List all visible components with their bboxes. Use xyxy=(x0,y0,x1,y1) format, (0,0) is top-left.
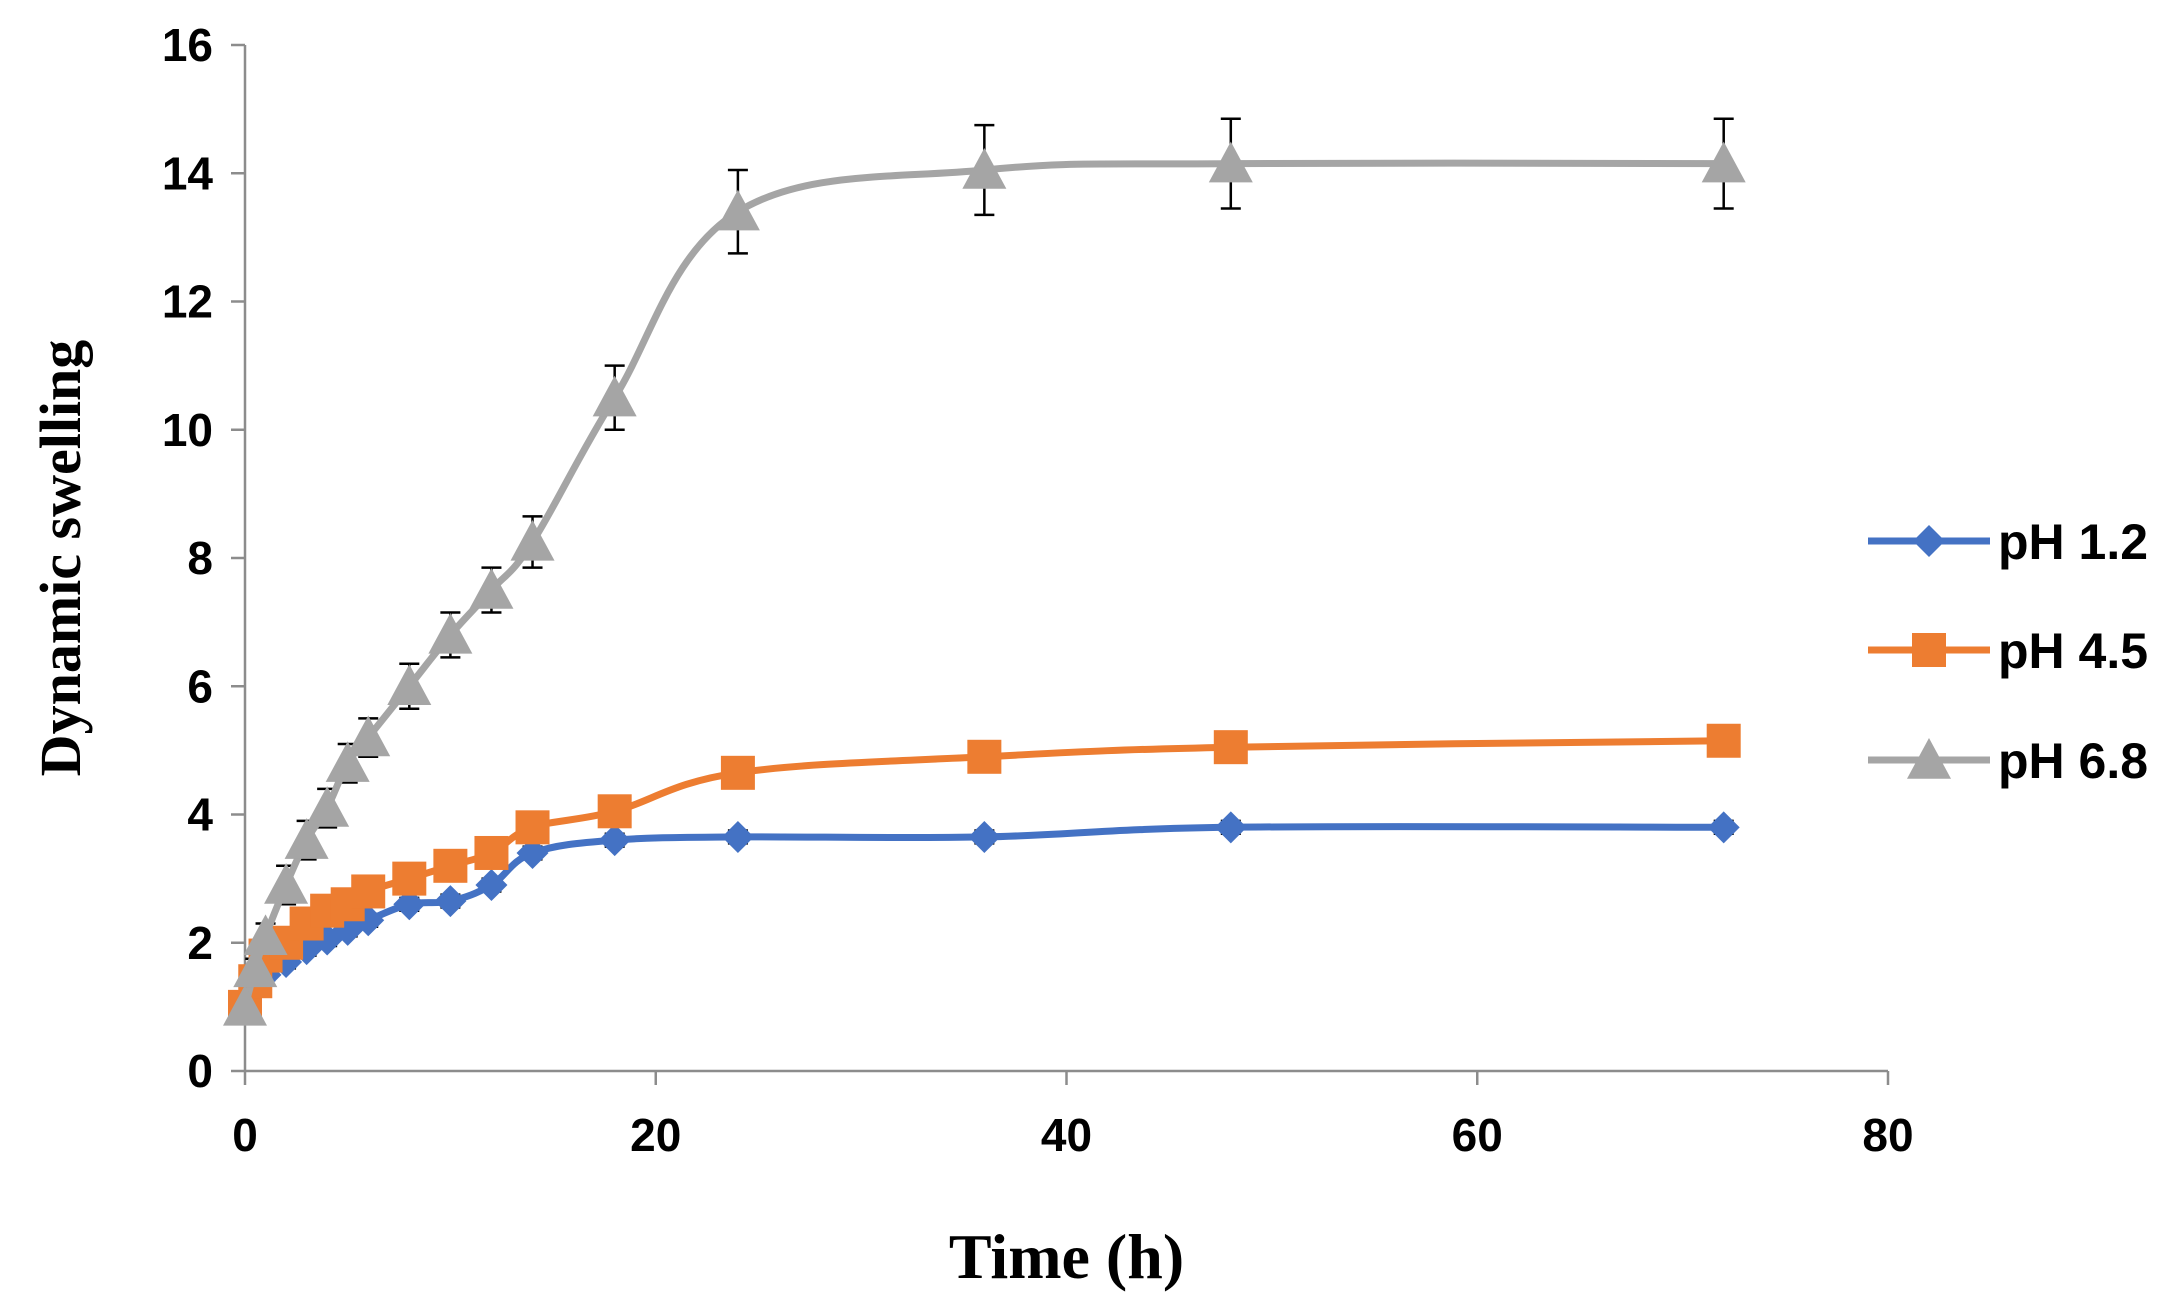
legend-item-ph-6-8: pH 6.8 xyxy=(1868,733,2148,789)
data-point-ph-4-5 xyxy=(1213,730,1248,765)
data-point-ph-6-8 xyxy=(469,568,514,609)
data-point-ph-6-8 xyxy=(428,612,473,654)
y-tick-label: 14 xyxy=(162,147,214,199)
data-point-ph-1-2 xyxy=(475,869,508,902)
data-point-ph-6-8 xyxy=(1208,141,1253,183)
x-tick-label: 60 xyxy=(1452,1109,1503,1161)
data-point-ph-4-5 xyxy=(720,755,755,790)
data-point-ph-1-2 xyxy=(393,888,426,921)
x-tick-label: 40 xyxy=(1041,1109,1092,1161)
data-point-ph-1-2 xyxy=(1214,811,1247,844)
data-point-ph-4-5 xyxy=(351,874,386,909)
data-point-ph-6-8 xyxy=(510,519,555,561)
y-tick-label: 0 xyxy=(187,1045,213,1097)
data-point-ph-6-8 xyxy=(962,148,1007,189)
legend-swatch-marker xyxy=(1912,633,1946,667)
data-point-ph-4-5 xyxy=(474,835,509,870)
legend-swatch-marker xyxy=(1913,525,1945,557)
y-tick-label: 8 xyxy=(187,532,213,584)
data-point-ph-6-8 xyxy=(243,914,288,956)
data-point-ph-6-8 xyxy=(223,984,267,1026)
legend-label: pH 6.8 xyxy=(1998,733,2148,789)
data-point-ph-4-5 xyxy=(597,794,632,829)
data-point-ph-1-2 xyxy=(598,824,631,857)
x-axis-title: Time (h) xyxy=(949,1221,1184,1292)
data-point-ph-6-8 xyxy=(233,946,278,988)
data-point-ph-6-8 xyxy=(1701,141,1746,183)
data-point-ph-1-2 xyxy=(721,820,754,853)
y-tick-label: 10 xyxy=(162,404,213,456)
data-point-ph-1-2 xyxy=(968,820,1001,853)
y-tick-label: 4 xyxy=(187,789,213,841)
data-point-ph-4-5 xyxy=(433,848,468,883)
x-tick-label: 20 xyxy=(630,1109,681,1161)
data-point-ph-4-5 xyxy=(1706,723,1741,758)
axes: 0 2 4 6 8 10 12 14 16 0 20 40 60 80 xyxy=(162,19,1914,1161)
legend-swatch-marker xyxy=(1907,738,1951,779)
data-point-ph-6-8 xyxy=(325,741,370,782)
data-point-ph-4-5 xyxy=(967,739,1002,774)
data-point-ph-1-2 xyxy=(434,885,467,918)
legend-label: pH 1.2 xyxy=(1998,514,2148,570)
legend-label: pH 4.5 xyxy=(1998,623,2148,679)
data-point-ph-6-8 xyxy=(284,818,329,859)
y-tick-label: 12 xyxy=(162,276,213,328)
data-point-ph-1-2 xyxy=(516,836,549,869)
data-point-ph-6-8 xyxy=(264,863,309,904)
data-point-ph-6-8 xyxy=(305,786,350,827)
legend-item-ph-4-5: pH 4.5 xyxy=(1868,623,2148,679)
x-tick-label: 80 xyxy=(1862,1109,1913,1161)
y-axis-title: Dynamic swelling xyxy=(28,340,93,777)
y-tick-label: 2 xyxy=(187,917,213,969)
data-point-ph-6-8 xyxy=(346,715,391,757)
legend-item-ph-1-2: pH 1.2 xyxy=(1868,514,2148,570)
data-point-ph-1-2 xyxy=(1707,811,1740,844)
data-point-ph-4-5 xyxy=(515,810,550,845)
series xyxy=(223,141,1746,1026)
data-point-ph-4-5 xyxy=(392,861,427,896)
data-point-ph-6-8 xyxy=(715,189,760,231)
data-point-ph-6-8 xyxy=(387,664,432,705)
y-tick-label: 6 xyxy=(187,660,213,712)
x-tick-label: 0 xyxy=(232,1109,258,1161)
y-tick-label: 16 xyxy=(162,19,213,71)
legend: pH 1.2 pH 4.5 pH 6.8 xyxy=(1868,514,2148,789)
data-point-ph-6-8 xyxy=(592,375,637,417)
